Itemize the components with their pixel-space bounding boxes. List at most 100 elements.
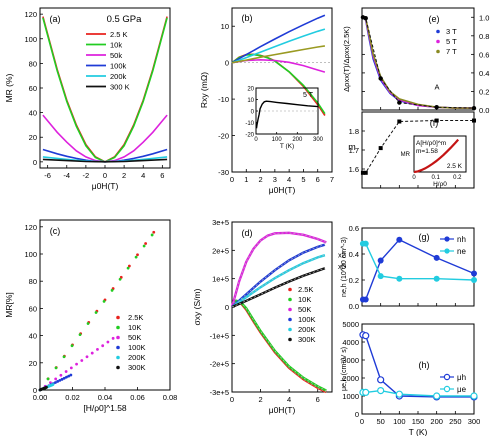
legend-label-g-1: ne — [457, 247, 466, 256]
x-tick-label-a-5: 4 — [141, 171, 145, 180]
data-point-c-1-4 — [70, 344, 74, 348]
data-point-c-3-8 — [56, 380, 60, 383]
data-point-g-1-4 — [433, 275, 440, 282]
panel-d: 0 2 4 6 3e+5 2e+5 1e+5 0 -1e+5 -2e+5 -3e+5 μ0H(T) σx… — [192, 218, 346, 415]
x-tick-label-b-1: 1 — [244, 175, 248, 184]
data-point-g-0-3 — [396, 236, 403, 243]
inset-series-line-b — [255, 100, 319, 129]
inset-y-tick-label-b-3: 10 — [247, 98, 254, 104]
panel-label-f: (f) — [430, 118, 439, 128]
inset-x-tick-label-f-0: 0 — [412, 175, 416, 181]
plot-frame-b — [231, 7, 333, 173]
legend-label-d-5: 300K — [298, 335, 316, 344]
fit-line-d-3 — [231, 244, 326, 308]
legend-label-g-0: nh — [457, 235, 466, 244]
legend-label-c-1: 10K — [128, 323, 141, 332]
y-tick-label-h-4: 4000 — [342, 338, 359, 347]
y-tick-label-g-1: 0.2 — [349, 276, 359, 285]
legend-label-e-2: 7 T — [446, 47, 457, 56]
legend-label-d-4: 200K — [298, 325, 316, 334]
y-tick-label-e-3: 0.6 — [479, 50, 489, 59]
y-tick-label-e-5: 1.0 — [479, 13, 489, 22]
data-point-h-1-1 — [362, 388, 370, 396]
legend-marker-h-0 — [443, 373, 451, 381]
plot-frame-e — [361, 7, 475, 111]
data-point-c-3-7 — [54, 381, 57, 384]
data-point-c-2-8 — [80, 359, 84, 362]
y-tick-label-d-2: 1e+5 — [212, 275, 229, 284]
legend-label-c-3: 100K — [128, 343, 146, 352]
x-tick-label-h-3: 150 — [412, 417, 425, 426]
x-tick-label-c-0: 0.00 — [33, 393, 48, 402]
data-point-c-1-3 — [62, 355, 66, 359]
x-tick-label-h-4: 200 — [430, 417, 443, 426]
y-tick-label-h-1: 1000 — [342, 392, 359, 401]
x-tick-label-b-7: 7 — [330, 175, 334, 184]
y-tick-label-d-3: 0 — [225, 303, 229, 312]
data-point-c-2-14 — [111, 336, 115, 340]
legend-label-c-0: 2.5K — [128, 313, 143, 322]
data-point-g-1-5 — [471, 277, 477, 283]
x-tick-label-b-4: 4 — [287, 175, 291, 184]
data-point-c-5-14 — [45, 385, 48, 389]
legend-label-d-1: 10K — [298, 295, 311, 304]
legend-marker-e-2 — [436, 49, 440, 54]
data-point-c-2-3 — [54, 377, 58, 381]
data-point-c-2-4 — [59, 373, 63, 377]
legend-label-d-0: 2.5K — [298, 285, 313, 294]
data-point-c-2-12 — [101, 344, 105, 348]
y-tick-label-a-6: 120 — [24, 10, 37, 19]
x-tick-label-b-3: 3 — [273, 175, 277, 184]
x-tick-label-a-4: 2 — [122, 171, 126, 180]
data-point-c-1-5 — [78, 333, 82, 337]
y-tick-label-c-5: 100 — [24, 250, 37, 259]
data-point-c-3-11 — [62, 376, 66, 380]
x-tick-label-d-1: 2 — [258, 395, 262, 404]
inset-formula-f: A[H/ρ0]^m — [416, 140, 446, 147]
data-point-f-0-0 — [360, 170, 365, 175]
data-point-h-1-3 — [395, 390, 403, 398]
legend-label-h-1: μe — [457, 385, 467, 394]
data-point-c-0-14 — [152, 230, 156, 234]
data-point-e-3-2 — [378, 76, 383, 81]
data-point-h-0-1 — [362, 332, 370, 340]
y-tick-label-c-4: 80 — [29, 277, 37, 286]
data-point-h-0-2 — [377, 376, 385, 384]
y-tick-label-b-0: -30 — [218, 168, 229, 177]
legend-label-a-2: 50k — [110, 51, 122, 60]
x-tick-label-d-2: 4 — [287, 395, 291, 404]
y-tick-label-e-0: 0.0 — [479, 106, 489, 115]
data-point-c-1-10 — [118, 277, 122, 281]
legend-marker-c-4 — [116, 355, 120, 360]
data-point-c-3-10 — [60, 377, 64, 381]
x-tick-label-h-6: 300 — [468, 417, 481, 426]
legend-marker-d-0 — [288, 287, 292, 292]
x-tick-label-h-1: 50 — [376, 417, 384, 426]
y-axis-label-g: ne,h (10^20 cm^-3) — [341, 237, 348, 297]
y-tick-label-f-1: 1.7 — [349, 146, 359, 155]
panel-g: 0.0 0.2 0.4 0.6ne,h (10^20 cm^-3) (g) nh ne — [341, 224, 477, 311]
fit-line-d-1 — [231, 300, 327, 391]
series-line-a-1 — [42, 17, 168, 163]
plot-frame-c — [39, 219, 171, 391]
legend-marker-d-5 — [288, 337, 292, 342]
data-point-e-3-3 — [397, 100, 402, 105]
legend-label-a-3: 100k — [110, 62, 127, 71]
x-tick-label-b-6: 6 — [316, 175, 320, 184]
legend-marker-d-4 — [288, 327, 292, 332]
pressure-annotation-a: 0.5 GPa — [107, 14, 143, 25]
data-point-c-1-2 — [54, 366, 58, 370]
inset-x-axis-label-f: H/ρ0 — [433, 181, 447, 188]
x-tick-label-c-4: 0.08 — [163, 393, 178, 402]
data-point-g-0-2 — [377, 257, 384, 264]
y-tick-label-g-2: 0.4 — [349, 250, 359, 259]
legend-marker-c-2 — [116, 335, 120, 340]
y-tick-label-h-2: 2000 — [342, 374, 359, 383]
inset-y-tick-label-b-0: -20 — [245, 133, 254, 139]
x-axis-label-d: μ0H(T) — [269, 405, 296, 415]
data-point-c-2-6 — [69, 366, 73, 370]
data-point-c-2-11 — [96, 347, 99, 351]
data-point-c-0-12 — [136, 253, 139, 257]
series-line-e-2 — [362, 16, 474, 109]
panel-label-e: (e) — [429, 14, 440, 24]
